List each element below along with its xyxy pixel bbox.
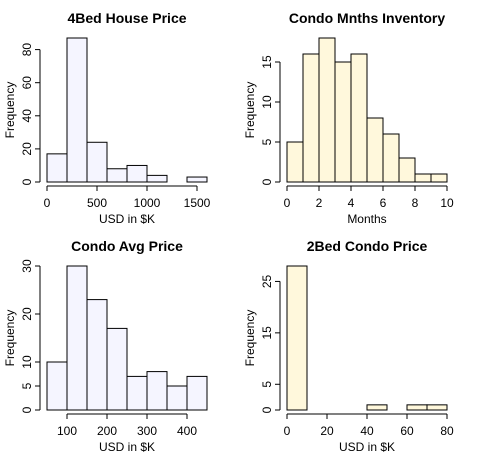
y-tick-label: 10: [260, 95, 274, 109]
bar: [414, 173, 432, 183]
x-tick-label: 0: [44, 196, 51, 210]
y-tick-label: 10: [20, 355, 34, 369]
bar: [334, 61, 352, 183]
chart-title: 2Bed Condo Price: [307, 238, 428, 254]
x-axis-label: USD in $K: [339, 440, 395, 454]
bar: [86, 141, 108, 183]
x-tick-label: 1500: [184, 196, 211, 210]
bar: [46, 153, 68, 183]
bar: [398, 157, 416, 183]
bar: [66, 265, 88, 411]
bar: [86, 299, 108, 411]
x-tick-label: 80: [440, 424, 454, 438]
y-tick-label: 40: [20, 109, 34, 123]
y-tick-label: 0: [20, 406, 34, 413]
bar: [66, 37, 88, 183]
x-tick-label: 500: [87, 196, 107, 210]
histogram-panel: Condo Mnths Inventory Months Frequency 0 2 4 6…: [243, 10, 454, 226]
x-tick-label: 20: [320, 424, 334, 438]
bar: [350, 53, 368, 183]
x-tick-label: 100: [57, 424, 77, 438]
y-tick-label: 5: [20, 382, 34, 389]
bar: [186, 375, 208, 411]
y-tick-label: 80: [20, 43, 34, 57]
bar: [126, 375, 148, 411]
x-axis-label: Months: [347, 212, 386, 226]
bar: [46, 361, 68, 411]
x-axis-label: USD in $K: [99, 212, 155, 226]
y-axis-label: Frequency: [3, 82, 17, 139]
y-tick-label: 5: [260, 138, 274, 145]
histogram-panel: 4Bed House Price USD in $K Frequency 0 500 10…: [3, 10, 211, 226]
x-tick-label: 0: [284, 196, 291, 210]
chart-title: 4Bed House Price: [67, 10, 186, 26]
bar: [366, 117, 384, 183]
x-tick-label: 60: [400, 424, 414, 438]
x-tick-label: 200: [97, 424, 117, 438]
bar: [286, 265, 308, 411]
x-tick-label: 10: [440, 196, 454, 210]
y-tick-label: 60: [20, 76, 34, 90]
x-tick-label: 8: [412, 196, 419, 210]
y-tick-label: 15: [260, 326, 274, 340]
bar: [382, 133, 400, 183]
y-tick-label: 15: [260, 55, 274, 69]
x-tick-label: 300: [137, 424, 157, 438]
x-tick-label: 40: [360, 424, 374, 438]
histogram-panel: 2Bed Condo Price USD in $K Frequency 0 20 40 6…: [243, 238, 454, 454]
y-tick-label: 0: [20, 178, 34, 185]
y-tick-label: 5: [260, 381, 274, 388]
bar: [302, 53, 320, 183]
y-tick-label: 30: [20, 259, 34, 273]
x-tick-label: 0: [284, 424, 291, 438]
chart-title: Condo Avg Price: [71, 238, 183, 254]
x-tick-label: 4: [348, 196, 355, 210]
x-tick-label: 2: [316, 196, 323, 210]
y-tick-label: 20: [20, 142, 34, 156]
bar: [126, 164, 148, 183]
y-axis-label: Frequency: [243, 82, 257, 139]
bar: [318, 37, 336, 183]
x-axis-label: USD in $K: [99, 440, 155, 454]
y-tick-label: 25: [260, 274, 274, 288]
bar: [286, 141, 304, 183]
bar: [426, 404, 448, 411]
chart-title: Condo Mnths Inventory: [289, 10, 446, 26]
bar: [146, 174, 168, 183]
x-tick-label: 400: [177, 424, 197, 438]
x-tick-label: 6: [380, 196, 387, 210]
x-tick-label: 1000: [134, 196, 161, 210]
bar: [106, 168, 128, 183]
bar: [430, 173, 448, 183]
y-tick-label: 20: [20, 307, 34, 321]
bar: [146, 371, 168, 411]
bar: [166, 385, 188, 411]
bar: [186, 176, 208, 183]
bar: [406, 404, 428, 411]
bar: [106, 327, 128, 411]
bar: [366, 404, 388, 411]
y-tick-label: 0: [260, 178, 274, 185]
y-axis-label: Frequency: [3, 310, 17, 367]
y-axis-label: Frequency: [243, 310, 257, 367]
y-tick-label: 0: [260, 406, 274, 413]
